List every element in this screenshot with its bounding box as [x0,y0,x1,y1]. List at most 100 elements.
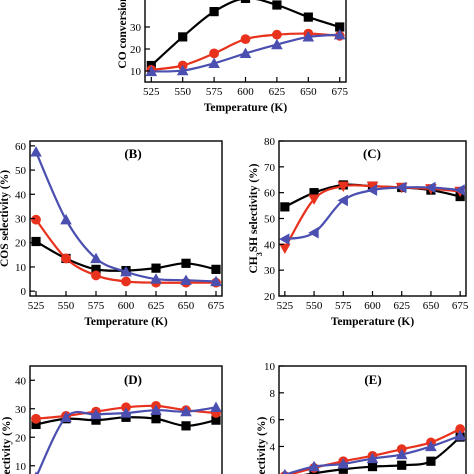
panel-label: (D) [124,372,142,387]
data-point-3-5 [271,38,283,50]
panel-label: (C) [363,146,381,161]
data-point-2-4 [121,276,131,287]
data-point-3-2 [308,460,320,472]
data-point-3-7 [210,401,222,412]
y-tick-label: 40 [15,375,27,387]
plot-area [31,401,222,474]
data-point-1-5 [151,414,161,424]
y-tick-label: 50 [15,165,27,177]
data-point-1-2 [178,32,188,42]
data-point-3-3 [90,408,102,420]
panel-label: (B) [124,146,141,161]
plot-frame [278,365,467,474]
data-point-3-3 [90,252,102,264]
data-point-1-3 [209,7,219,17]
x-tick-label: 525 [277,300,294,312]
y-tick-label: 10 [264,361,276,373]
data-point-3-4 [366,452,379,464]
data-point-1-3 [91,264,101,274]
data-point-1-7 [335,22,345,32]
data-point-1-7 [211,415,221,425]
data-point-1-5 [151,263,161,273]
data-point-3-6 [425,440,437,452]
x-tick-label: 675 [452,300,469,312]
y-tick-label: 80 [264,136,276,148]
y-tick-label: 20 [15,432,27,444]
y-tick-label: 20 [15,238,27,250]
y-tick-label: 30 [130,22,142,34]
data-point-1-7 [211,264,221,274]
data-point-3-7 [454,184,465,196]
panel-a: 10 20 30 525 550 575 600 625 650 675 Temperature (… [117,0,348,114]
data-point-3-7 [210,275,222,287]
y-tick-label: 10 [15,262,27,274]
data-point-3-6 [180,274,192,285]
y-tick-label: 70 [264,162,276,174]
data-point-3-6 [302,31,315,42]
data-point-1-1 [31,236,41,247]
y-axis-label: selectivity (%) [1,417,13,474]
x-tick-label: 675 [331,86,348,98]
x-tick-label: 575 [88,300,105,312]
data-point-3-7 [454,429,466,441]
plot-area [30,146,222,288]
y-tick-label: 4 [270,441,276,453]
data-point-3-4 [366,184,378,196]
x-tick-label: 625 [148,300,165,312]
data-point-1-1 [31,419,41,430]
data-point-2-1 [279,243,291,255]
x-axis-label: Temperature (K) [331,316,415,328]
data-point-3-3 [208,57,220,68]
x-tick-label: 650 [178,300,195,312]
x-tick-label: 575 [206,86,223,98]
data-point-2-2 [61,253,71,264]
data-point-1-6 [181,421,191,431]
data-point-3-6 [180,405,192,417]
data-point-2-2 [308,194,320,205]
y-tick-label: 50 [264,214,276,226]
x-tick-label: 550 [58,300,75,312]
data-point-2-7 [455,424,466,434]
data-point-1-4 [367,461,378,472]
data-point-1-5 [272,0,282,10]
data-point-1-5 [397,460,407,470]
y-tick-label: 60 [15,141,27,153]
plot-frame [278,140,467,297]
data-point-2-1 [31,214,41,225]
y-tick-label: 6 [270,415,276,427]
data-point-3-4 [120,407,132,418]
data-point-1-4 [240,0,251,3]
data-point-3-1 [145,65,158,77]
data-point-2-4 [240,34,251,44]
data-point-2-3 [91,270,101,281]
y-tick-label: 30 [15,404,27,416]
data-point-1-2 [309,188,319,198]
data-point-3-3 [337,194,348,207]
data-point-3-4 [120,265,132,277]
y-tick-label: 40 [264,239,276,251]
data-point-2-4 [366,181,379,193]
data-point-2-1 [31,413,41,424]
x-tick-label: 525 [143,86,160,98]
panel-d: 10 20 30 40 selectivity (%) (D) [1,365,223,474]
panel-b: 0 10 20 30 40 50 60 525 550 575 600 625 650 675 Temper… [0,140,225,328]
data-point-1-6 [426,456,436,466]
x-axis-label: Temperature (K) [204,102,288,114]
y-tick-label: 20 [130,44,142,56]
y-tick-label: 10 [130,66,142,78]
data-point-2-5 [272,29,282,40]
y-tick-label: 10 [15,461,27,473]
data-point-1-3 [338,464,348,474]
panel-label: (E) [364,372,381,387]
y-tick-label: 0 [21,286,27,298]
y-tick-label: 30 [264,265,276,277]
x-tick-label: 600 [364,300,381,312]
y-axis-label: selectivity (%) [256,417,268,474]
data-point-3-1 [279,233,290,245]
data-point-3-5 [150,273,162,284]
x-tick-label: 525 [28,300,45,312]
data-point-3-2 [308,226,319,239]
data-point-3-2 [60,213,72,225]
x-tick-label: 625 [393,300,410,312]
